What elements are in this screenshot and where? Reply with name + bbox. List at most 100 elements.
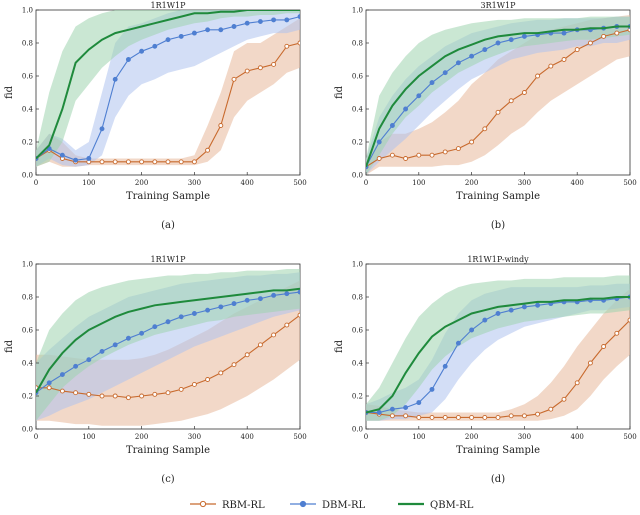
rbm-data-point — [508, 413, 514, 419]
dbm-data-point — [469, 327, 475, 333]
y-axis-label: fid — [334, 339, 345, 353]
rbm-data-point — [389, 152, 395, 158]
rbm-data-point — [297, 312, 300, 318]
y-tick-label: 0.6 — [352, 327, 364, 335]
rbm-data-point — [257, 65, 263, 71]
dbm-data-point — [99, 349, 105, 354]
qbm-series-line — [36, 287, 300, 394]
rbm-data-point — [469, 139, 475, 145]
dbm-data-point — [416, 93, 422, 99]
dbm-data-point — [165, 319, 171, 325]
dbm-data-point — [218, 27, 224, 33]
rbm-data-point — [205, 377, 211, 382]
rbm-data-point — [416, 152, 422, 158]
dbm-data-point — [257, 19, 263, 24]
y-axis-label: fid — [4, 85, 15, 99]
dbm-data-point — [561, 30, 567, 36]
rbm-data-point — [614, 30, 620, 36]
panels: 0 100 200 300 400 500 0.0 0.2 0.4 0.6 0.8 1.0 1R1W1P… — [4, 1, 637, 485]
dbm-data-point — [218, 304, 224, 310]
rbm-data-point — [587, 40, 593, 46]
rbm-data-point — [152, 159, 158, 165]
dbm-data-point — [403, 106, 409, 112]
dbm-data-point — [231, 301, 237, 307]
y-axis-label: fid — [334, 85, 345, 99]
rbm-data-point — [59, 388, 65, 394]
rbm-data-point — [521, 413, 527, 419]
rbm-data-point — [614, 330, 620, 336]
dbm-data-point — [521, 304, 527, 310]
qbm-confidence-band — [366, 275, 630, 421]
rbm-data-point — [455, 415, 461, 420]
legend-marker-dbm — [299, 500, 307, 508]
dbm-data-point — [389, 123, 395, 128]
x-tick-label: 400 — [241, 433, 254, 441]
rbm-data-point — [231, 362, 237, 368]
x-tick-label: 300 — [188, 433, 201, 441]
x-tick-label: 100 — [82, 433, 95, 441]
dbm-data-point — [205, 27, 211, 33]
panel-title: 1R1W1P — [151, 255, 187, 264]
panel-title: 1R1W1P-windy — [467, 255, 529, 264]
legend-item-dbm: DBM-RL — [290, 500, 366, 511]
panel-title: 3R1W1P — [481, 1, 517, 10]
y-tick-label: 0.4 — [22, 360, 34, 368]
y-tick-label: 0.0 — [352, 172, 363, 180]
dbm-data-point — [139, 48, 145, 54]
x-tick-label: 400 — [571, 179, 584, 187]
y-tick-label: 0.6 — [352, 73, 364, 81]
rbm-data-point — [244, 68, 250, 74]
x-tick-label: 500 — [293, 433, 306, 441]
series-layer — [366, 15, 630, 175]
qbm-confidence-band — [36, 10, 300, 167]
panel-c: 0 100 200 300 400 500 0.0 0.2 0.4 0.6 0.8 1.0 1R1W1P… — [4, 255, 307, 485]
y-tick-label: 0.8 — [352, 40, 363, 48]
legend-item-qbm: QBM-RL — [398, 500, 474, 511]
rbm-data-point — [495, 109, 501, 115]
x-tick-label: 200 — [465, 433, 478, 441]
rbm-data-point — [574, 47, 580, 53]
dbm-data-point — [191, 30, 197, 36]
dbm-data-point — [86, 357, 92, 363]
x-tick-label: 100 — [412, 433, 425, 441]
series-layer — [36, 10, 300, 167]
panel-d: 0 100 200 300 400 500 0.0 0.2 0.4 0.6 0.8 1.0 1R1W1P… — [334, 255, 637, 485]
legend-label: RBM-RL — [222, 500, 265, 511]
dbm-data-point — [99, 126, 105, 132]
dbm-data-point — [495, 311, 501, 316]
rbm-data-point — [284, 322, 290, 328]
series-layer — [366, 275, 630, 421]
x-axis-label: Training Sample — [126, 191, 210, 202]
rbm-data-point — [376, 156, 382, 161]
x-tick-label: 400 — [241, 179, 254, 187]
y-axis-label: fid — [4, 339, 15, 353]
dbm-data-point — [271, 292, 277, 298]
rbm-data-point — [403, 413, 409, 419]
y-tick-label: 0.2 — [22, 139, 33, 147]
rbm-data-point — [561, 396, 567, 402]
dbm-data-point — [73, 157, 79, 163]
dbm-data-point — [125, 57, 131, 62]
panel-title: 1R1W1P — [151, 1, 187, 10]
dbm-data-point — [455, 60, 461, 66]
rbm-confidence-band — [366, 15, 630, 175]
rbm-data-point — [429, 415, 435, 420]
rbm-data-point — [257, 342, 263, 348]
rbm-data-point — [442, 149, 448, 155]
rbm-data-point — [403, 156, 409, 161]
rbm-data-point — [178, 386, 184, 392]
rbm-data-point — [152, 391, 158, 397]
dbm-data-point — [495, 40, 501, 46]
rbm-data-point — [495, 415, 501, 420]
dbm-data-point — [152, 324, 158, 330]
rbm-data-point — [244, 352, 250, 358]
rbm-data-point — [112, 159, 118, 165]
rbm-data-point — [165, 159, 171, 165]
dbm-data-point — [73, 363, 79, 369]
rbm-data-point — [86, 391, 92, 397]
y-tick-label: 0.0 — [352, 426, 363, 434]
dbm-data-point — [139, 330, 145, 336]
rbm-data-point — [139, 393, 145, 399]
x-axis-label: Training Sample — [456, 191, 540, 202]
dbm-data-point — [508, 307, 514, 313]
